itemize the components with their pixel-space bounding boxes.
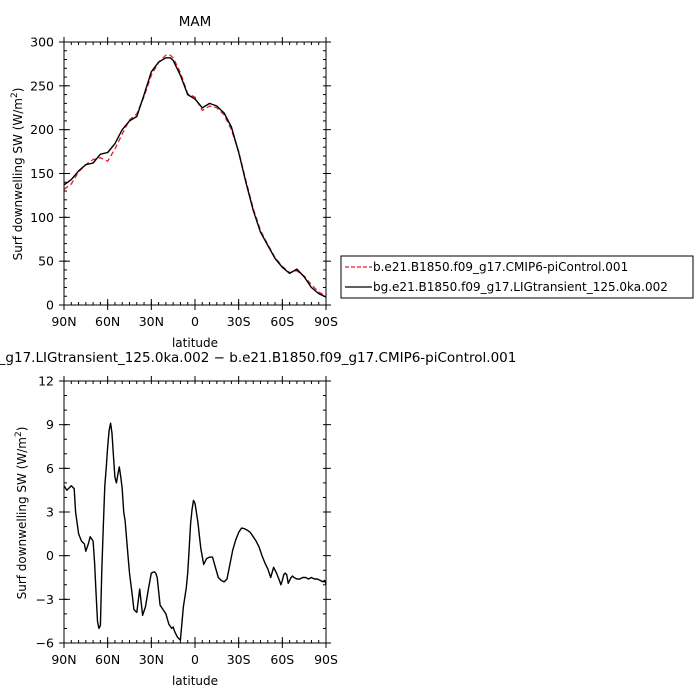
legend: b.e21.B1850.f09_g17.CMIP6-piControl.001 … bbox=[340, 255, 694, 299]
top-plot-frame bbox=[63, 41, 327, 306]
top-x-tick-label: 60S bbox=[270, 314, 294, 329]
bottom-y-tick-label: −6 bbox=[36, 636, 54, 651]
bottom-y-tick-label: −3 bbox=[36, 592, 54, 607]
bottom-y-tick-label: 0 bbox=[46, 548, 54, 563]
bottom-y-tick-label: 3 bbox=[46, 505, 54, 520]
bottom-series-line-difference bbox=[63, 422, 327, 641]
bottom-y-tick-label: 6 bbox=[46, 461, 54, 476]
top-x-tick-label: 90N bbox=[51, 314, 76, 329]
bottom-x-tick-label: 60S bbox=[270, 652, 294, 667]
top-series-line-piControl bbox=[63, 54, 327, 297]
top-x-tick-label: 30N bbox=[139, 314, 164, 329]
bottom-plot-title: bg.e21.B1850.f09_g17.LIGtransient_125.0k… bbox=[0, 350, 516, 366]
bottom-y-tick-label: 12 bbox=[38, 374, 54, 389]
bottom-plot-series bbox=[63, 422, 327, 641]
bottom-plot: bg.e21.B1850.f09_g17.LIGtransient_125.0k… bbox=[0, 350, 516, 688]
top-y-tick-label: 0 bbox=[46, 298, 54, 313]
top-series-line-LIGtransient bbox=[63, 57, 327, 298]
top-y-tick-label: 100 bbox=[30, 210, 54, 225]
top-plot-tick-labels: 90N 60N 30N 0 30S 60S 90S 0 50 100 150 200 250 300 bbox=[30, 35, 338, 330]
top-y-tick-label: 200 bbox=[30, 122, 54, 137]
top-plot-series bbox=[63, 54, 327, 298]
top-x-tick-label: 30S bbox=[227, 314, 251, 329]
top-plot: MAM 90N 60N 30N 0 30S 60S 90S 0 50 100 150 200 250 30… bbox=[10, 14, 338, 350]
legend-label-pi: b.e21.B1850.f09_g17.CMIP6-piControl.001 bbox=[373, 260, 628, 274]
top-plot-title: MAM bbox=[179, 14, 212, 30]
bottom-y-axis-label: Surf downwelling SW (W/m2) bbox=[14, 427, 29, 600]
bottom-x-tick-label: 0 bbox=[191, 652, 199, 667]
bottom-x-axis-label: latitude bbox=[172, 674, 218, 688]
bottom-x-tick-label: 60N bbox=[95, 652, 120, 667]
legend-label-lig: bg.e21.B1850.f09_g17.LIGtransient_125.0k… bbox=[373, 280, 668, 294]
top-y-tick-label: 50 bbox=[38, 254, 54, 269]
bottom-x-tick-label: 30S bbox=[227, 652, 251, 667]
legend-box bbox=[340, 255, 694, 299]
bottom-y-tick-label: 9 bbox=[46, 417, 54, 432]
top-x-tick-label: 60N bbox=[95, 314, 120, 329]
bottom-x-tick-label: 30N bbox=[139, 652, 164, 667]
bottom-plot-tick-labels: 90N 60N 30N 0 30S 60S 90S −6 −3 0 3 6 9 12 bbox=[36, 374, 338, 668]
top-x-tick-label: 90S bbox=[314, 314, 338, 329]
top-y-axis-label: Surf downwelling SW (W/m2) bbox=[10, 88, 25, 261]
top-y-tick-label: 250 bbox=[30, 78, 54, 93]
bottom-plot-ticks bbox=[59, 376, 331, 648]
bottom-x-tick-label: 90S bbox=[314, 652, 338, 667]
top-plot-ticks bbox=[59, 37, 331, 310]
bottom-x-tick-label: 90N bbox=[51, 652, 76, 667]
top-y-tick-label: 300 bbox=[30, 35, 54, 50]
bottom-plot-frame bbox=[63, 380, 327, 644]
top-x-tick-label: 0 bbox=[191, 314, 199, 329]
top-y-tick-label: 150 bbox=[30, 166, 54, 181]
top-x-axis-label: latitude bbox=[172, 336, 218, 350]
